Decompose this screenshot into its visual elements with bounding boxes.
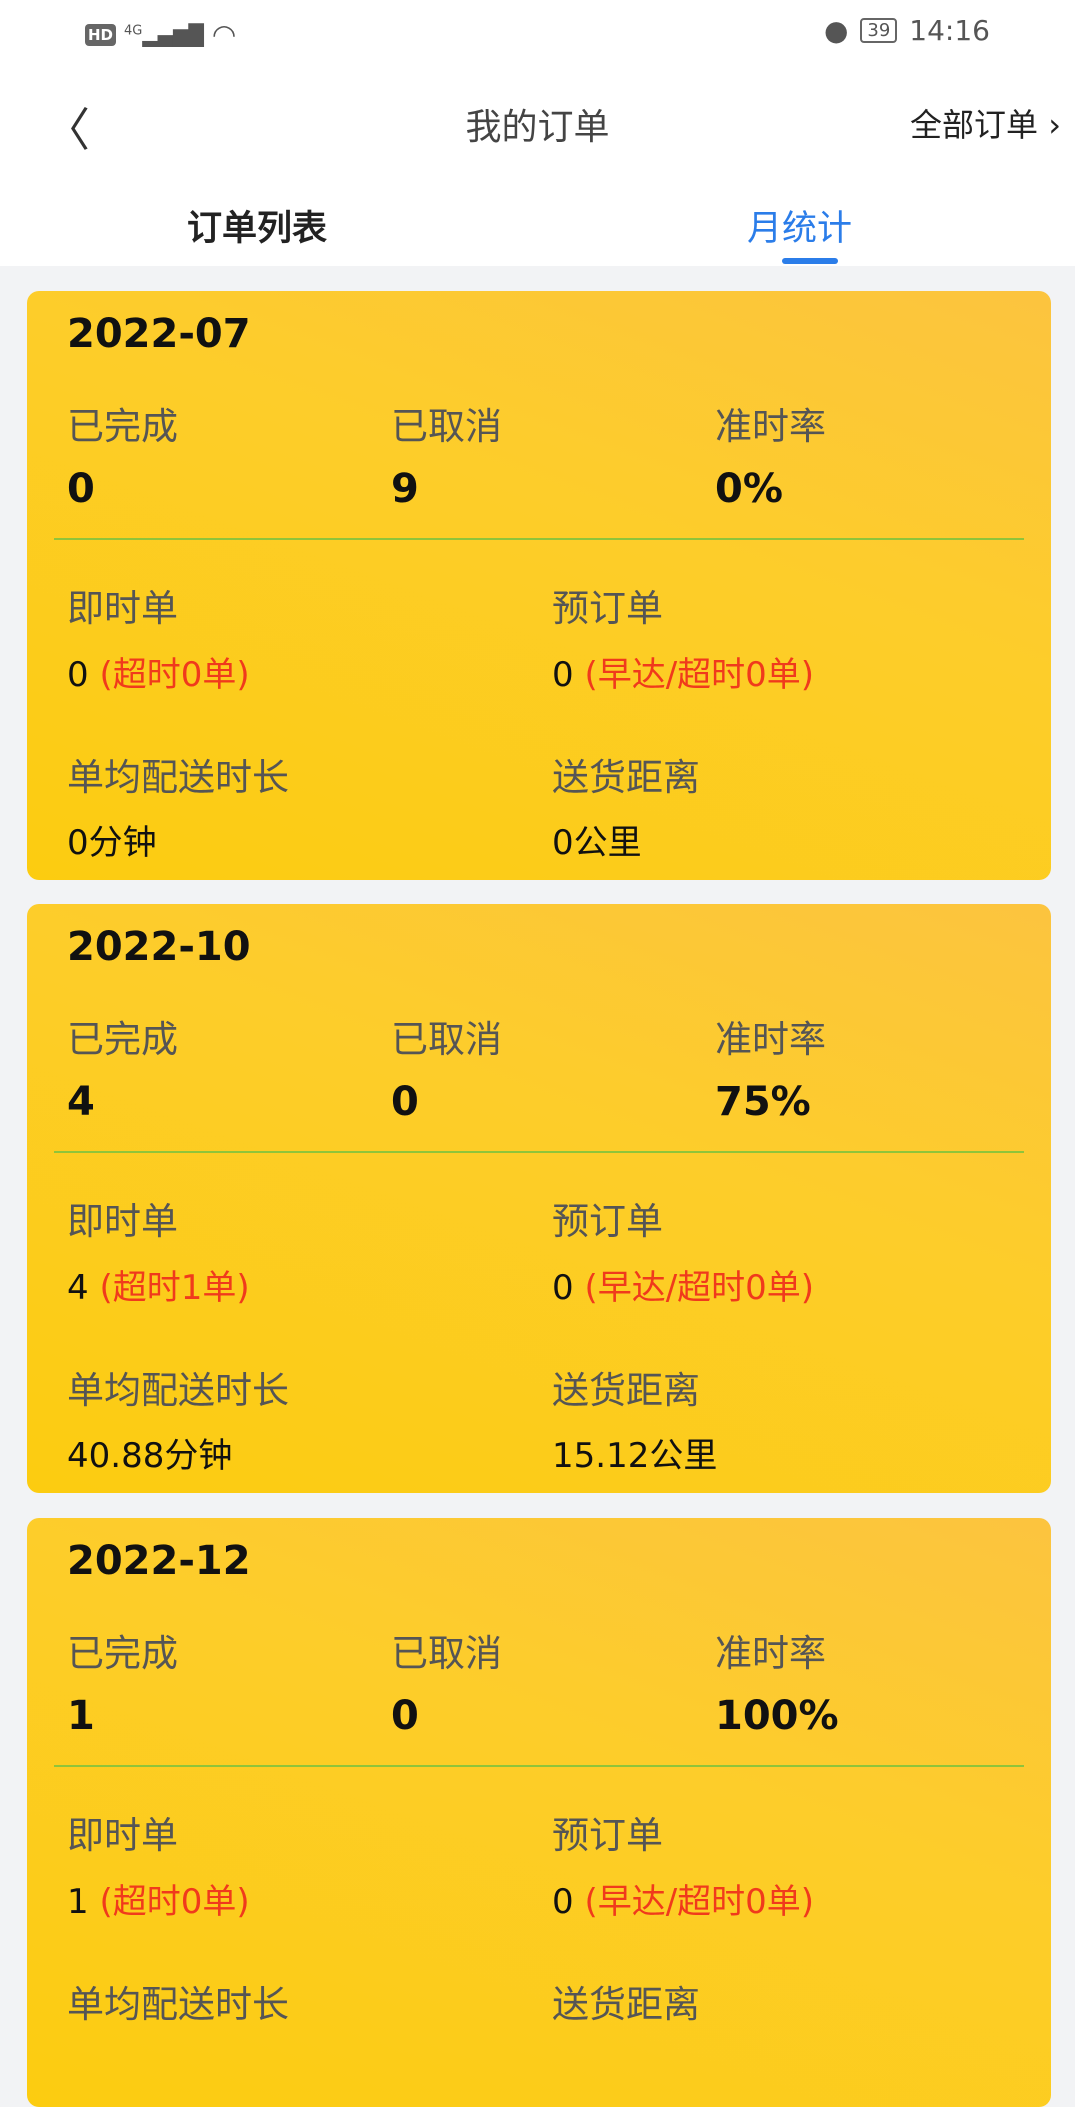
distance-value: 15.12公里	[552, 1436, 718, 1476]
completed-label: 已完成	[67, 1018, 178, 1061]
reserved-label: 预订单	[552, 587, 663, 630]
reserved-note: (早达/超时0单)	[584, 1268, 815, 1308]
instant-count: 4	[67, 1268, 89, 1308]
instant-label: 即时单	[67, 587, 178, 630]
reserved-label: 预订单	[552, 1200, 663, 1243]
instant-overtime-note: (超时1单)	[99, 1268, 250, 1308]
location-icon: ●	[823, 14, 849, 47]
ontime-value: 0%	[715, 466, 783, 512]
instant-count: 0	[67, 655, 89, 695]
completed-value: 0	[67, 466, 95, 512]
tab-monthly-stats[interactable]: 月统计	[747, 209, 853, 249]
distance-label: 送货距离	[552, 756, 700, 799]
ontime-value: 100%	[715, 1693, 839, 1739]
avg-time-label: 单均配送时长	[67, 1369, 289, 1412]
cancelled-value: 9	[391, 466, 419, 512]
instant-count: 1	[67, 1882, 89, 1922]
reserved-label: 预订单	[552, 1814, 663, 1857]
instant-value: 4 (超时1单)	[67, 1260, 250, 1309]
divider	[54, 1765, 1024, 1767]
signal-icon: 4G▂▄▆█	[124, 22, 204, 47]
instant-value: 0 (超时0单)	[67, 647, 250, 696]
active-tab-indicator	[782, 258, 838, 264]
tab-bar: 订单列表 月统计	[0, 190, 1075, 266]
reserved-count: 0	[552, 1882, 574, 1922]
reserved-count: 0	[552, 655, 574, 695]
instant-overtime-note: (超时0单)	[99, 1882, 250, 1922]
tab-order-list[interactable]: 订单列表	[187, 209, 328, 249]
cancelled-label: 已取消	[391, 405, 502, 448]
reserved-count: 0	[552, 1268, 574, 1308]
month-stat-card: 2022-07 已完成 已取消 准时率 0 9 0% 即时单 预订单 0 (超时…	[27, 291, 1051, 880]
month-label: 2022-07	[67, 311, 251, 357]
page-title: 我的订单	[465, 107, 610, 148]
avg-time-value: 0分钟	[67, 823, 157, 863]
back-chevron-icon[interactable]: 〈	[44, 103, 90, 157]
reserved-value: 0 (早达/超时0单)	[552, 1260, 814, 1309]
instant-overtime-note: (超时0单)	[99, 655, 250, 695]
all-orders-link[interactable]: 全部订单 ›	[910, 100, 1061, 146]
reserved-note: (早达/超时0单)	[584, 1882, 815, 1922]
completed-label: 已完成	[67, 405, 178, 448]
reserved-value: 0 (早达/超时0单)	[552, 647, 814, 696]
nav-header: 〈 我的订单 全部订单 ›	[0, 80, 1075, 160]
distance-value: 0公里	[552, 823, 642, 863]
avg-time-label: 单均配送时长	[67, 1983, 289, 2026]
instant-value: 1 (超时0单)	[67, 1874, 250, 1923]
cancelled-value: 0	[391, 1693, 419, 1739]
divider	[54, 1151, 1024, 1153]
month-stat-card: 2022-10 已完成 已取消 准时率 4 0 75% 即时单 预订单 4 (超…	[27, 904, 1051, 1493]
ontime-label: 准时率	[715, 1018, 826, 1061]
top-bar: HD 4G▂▄▆█ ◠ ● 39 14:16 〈 我的订单 全部订单 › 订单列表 月统…	[0, 0, 1075, 266]
divider	[54, 538, 1024, 540]
distance-label: 送货距离	[552, 1369, 700, 1412]
hd-icon: HD	[85, 23, 117, 46]
instant-label: 即时单	[67, 1814, 178, 1857]
cancelled-value: 0	[391, 1079, 419, 1125]
completed-value: 1	[67, 1693, 95, 1739]
chevron-right-icon: ›	[1048, 106, 1061, 144]
completed-value: 4	[67, 1079, 95, 1125]
avg-time-value: 40.88分钟	[67, 1436, 233, 1476]
ontime-label: 准时率	[715, 405, 826, 448]
month-stat-card: 2022-12 已完成 已取消 准时率 1 0 100% 即时单 预订单 1 (…	[27, 1518, 1051, 2107]
clock: 14:16	[909, 14, 990, 47]
completed-label: 已完成	[67, 1632, 178, 1675]
reserved-note: (早达/超时0单)	[584, 655, 815, 695]
all-orders-label: 全部订单	[910, 106, 1039, 144]
avg-time-label: 单均配送时长	[67, 756, 289, 799]
month-label: 2022-10	[67, 924, 251, 970]
status-bar: HD 4G▂▄▆█ ◠ ● 39 14:16	[0, 0, 1075, 67]
distance-label: 送货距离	[552, 1983, 700, 2026]
battery-icon: 39	[860, 18, 898, 43]
cancelled-label: 已取消	[391, 1018, 502, 1061]
reserved-value: 0 (早达/超时0单)	[552, 1874, 814, 1923]
instant-label: 即时单	[67, 1200, 178, 1243]
ontime-label: 准时率	[715, 1632, 826, 1675]
month-label: 2022-12	[67, 1538, 251, 1584]
cancelled-label: 已取消	[391, 1632, 502, 1675]
wifi-icon: ◠	[211, 18, 237, 51]
ontime-value: 75%	[715, 1079, 811, 1125]
